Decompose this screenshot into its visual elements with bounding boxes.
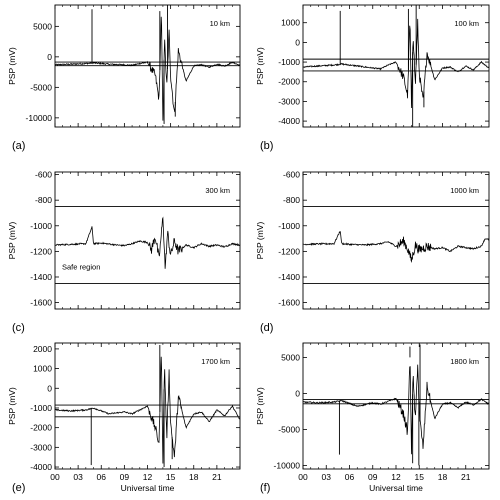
y-tick-label: -4000 — [30, 462, 52, 472]
x-axis-label: Universal time — [121, 483, 175, 493]
y-tick-label: 1000 — [281, 18, 300, 28]
y-tick-label: -1200 — [30, 246, 52, 256]
y-tick-label: 0 — [47, 383, 52, 393]
y-tick-label: -5000 — [30, 82, 52, 92]
y-tick-label: -2000 — [278, 77, 300, 87]
panel-label: (e) — [12, 482, 25, 494]
psp-trace — [302, 18, 490, 109]
y-tick-label: -1000 — [30, 403, 52, 413]
x-tick-label: 15 — [166, 472, 176, 482]
x-tick-label: 21 — [461, 472, 471, 482]
y-axis-label: PSP (mV) — [255, 47, 265, 85]
y-tick-label: -800 — [35, 195, 52, 205]
panel-label: (b) — [260, 140, 273, 152]
y-tick-label: -600 — [283, 170, 300, 180]
y-axis-label: PSP (mV) — [7, 387, 17, 425]
x-tick-label: 12 — [391, 472, 401, 482]
panel-label: (a) — [12, 140, 25, 152]
panel-label: (c) — [12, 322, 25, 334]
x-tick-label: 00 — [50, 472, 60, 482]
y-tick-label: -10000 — [26, 113, 53, 123]
y-tick-label: 0 — [47, 52, 52, 62]
y-tick-label: -3000 — [278, 96, 300, 106]
x-tick-label: 12 — [143, 472, 153, 482]
x-tick-label: 15 — [415, 472, 425, 482]
x-tick-label: 18 — [189, 472, 199, 482]
y-tick-label: -5000 — [278, 424, 300, 434]
y-tick-label: -1000 — [278, 57, 300, 67]
y-axis-label: PSP (mV) — [7, 222, 17, 260]
y-axis-label: PSP (mV) — [255, 387, 265, 425]
y-tick-label: 5000 — [33, 21, 52, 31]
distance-annotation: 1000 km — [450, 186, 479, 195]
x-tick-label: 03 — [73, 472, 83, 482]
distance-annotation: 10 km — [210, 19, 230, 28]
distance-annotation: 100 km — [454, 19, 479, 28]
y-tick-label: -10000 — [274, 460, 301, 470]
x-tick-label: 18 — [438, 472, 448, 482]
panel-label: (f) — [260, 482, 270, 494]
y-tick-label: -2000 — [30, 423, 52, 433]
y-tick-label: -1600 — [278, 298, 300, 308]
psp-trace — [302, 231, 490, 263]
y-tick-label: -1400 — [278, 272, 300, 282]
psp-trace — [54, 356, 241, 464]
y-tick-label: -4000 — [278, 116, 300, 126]
y-axis-label: PSP (mV) — [7, 47, 17, 85]
x-axis-label: Universal time — [369, 483, 423, 493]
y-tick-label: -3000 — [30, 442, 52, 452]
y-tick-label: -1400 — [30, 272, 52, 282]
x-tick-label: 09 — [368, 472, 378, 482]
y-tick-label: -1000 — [278, 221, 300, 231]
distance-annotation: 1800 km — [450, 357, 479, 366]
x-tick-label: 06 — [345, 472, 355, 482]
y-tick-label: 5000 — [281, 352, 300, 362]
y-tick-label: 0 — [295, 37, 300, 47]
x-tick-label: 03 — [322, 472, 332, 482]
panel-label: (d) — [260, 322, 273, 334]
x-tick-label: 06 — [97, 472, 107, 482]
y-tick-label: 0 — [295, 388, 300, 398]
distance-annotation: 1700 km — [201, 357, 230, 366]
safe-region-label: Safe region — [62, 262, 100, 271]
x-tick-label: 00 — [298, 472, 308, 482]
x-tick-label: 21 — [212, 472, 222, 482]
y-tick-label: -1200 — [278, 246, 300, 256]
psp-trace — [54, 216, 241, 269]
y-tick-label: 1000 — [33, 364, 52, 374]
y-tick-label: 2000 — [33, 344, 52, 354]
psp-trace — [54, 16, 241, 121]
distance-annotation: 300 km — [205, 186, 230, 195]
psp-trace — [302, 364, 490, 455]
y-tick-label: -1600 — [30, 298, 52, 308]
y-tick-label: -1000 — [30, 221, 52, 231]
y-tick-label: -800 — [283, 195, 300, 205]
x-tick-label: 09 — [120, 472, 130, 482]
y-tick-label: -600 — [35, 170, 52, 180]
y-axis-label: PSP (mV) — [255, 222, 265, 260]
